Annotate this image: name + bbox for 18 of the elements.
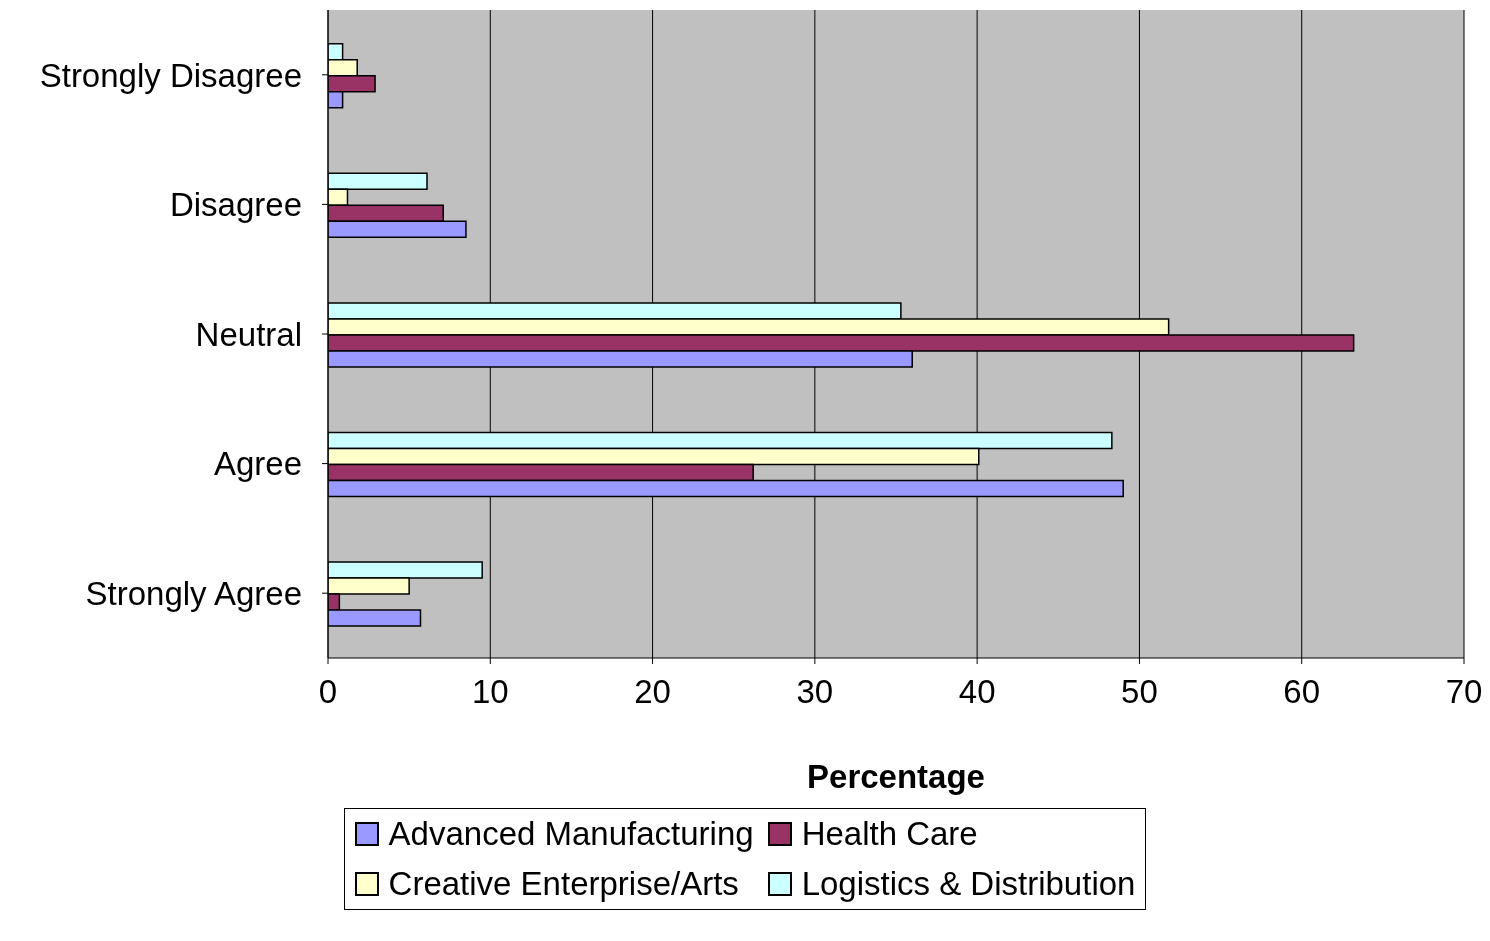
legend-label: Health Care (801, 815, 978, 853)
legend-label: Advanced Manufacturing (388, 815, 754, 853)
x-tick-label: 20 (634, 673, 671, 711)
y-tick-label: Neutral (195, 315, 302, 353)
x-tick-label: 0 (318, 673, 338, 711)
y-tick-label: Strongly Disagree (39, 56, 302, 94)
x-tick-label: 10 (471, 673, 509, 711)
x-tick-label: 30 (796, 673, 834, 711)
y-tick-label: Agree (213, 445, 302, 483)
x-tick-label: 60 (1283, 673, 1321, 711)
x-tick-label: 70 (1445, 673, 1483, 711)
x-tick-label: 50 (1121, 673, 1158, 711)
legend-label: Creative Enterprise/Arts (388, 865, 739, 903)
x-tick-label: 40 (958, 673, 996, 711)
legend-label: Logistics & Distribution (801, 865, 1136, 903)
x-axis-title: Percentage (807, 758, 985, 795)
y-tick-label: Strongly Agree (85, 574, 302, 612)
y-tick-label: Disagree (169, 186, 302, 224)
